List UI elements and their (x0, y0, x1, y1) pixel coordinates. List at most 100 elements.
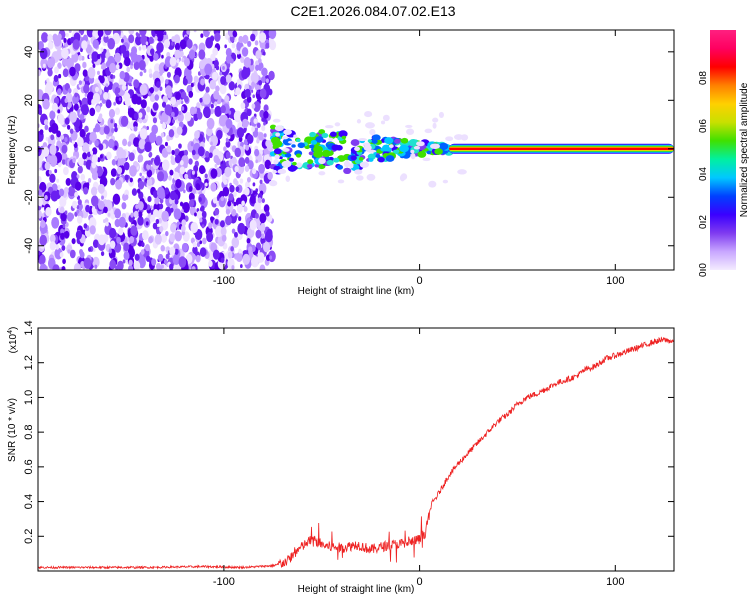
noise-blob (87, 177, 92, 183)
noise-blob (201, 224, 205, 229)
noise-blob (38, 205, 42, 211)
noise-blob (137, 201, 144, 211)
noise-blob (118, 97, 122, 102)
noise-blob (105, 221, 109, 227)
noise-blob (83, 186, 89, 195)
noise-blob (118, 227, 124, 236)
snr-x-ticks: -100 0 100 (213, 328, 624, 588)
noise-blob (237, 222, 246, 235)
noise-blob (67, 249, 71, 254)
noise-blob (98, 143, 104, 151)
noise-blob (46, 155, 53, 164)
noise-blob (253, 118, 258, 125)
signal-blob (338, 130, 348, 138)
haze-blob (445, 136, 454, 142)
noise-blob (88, 247, 92, 252)
snr-y-ticks: 0.2 0.4 0.6 0.8 1.0 1.2 1.4 (23, 320, 674, 544)
haze-blob (272, 118, 281, 123)
noise-blob (141, 175, 145, 181)
noise-blob (169, 246, 176, 256)
signal-blob (273, 148, 282, 155)
noise-blob (174, 42, 181, 51)
noise-blob (51, 216, 60, 229)
signal-blob (386, 148, 392, 152)
noise-blob (220, 196, 225, 202)
noise-blob (210, 216, 214, 222)
y-tick-label: -40 (23, 238, 35, 254)
noise-blob (199, 240, 203, 245)
signal-blob (336, 164, 344, 170)
noise-blob (252, 168, 257, 175)
noise-blob (91, 147, 98, 156)
noise-blob (54, 66, 59, 74)
noise-blob (107, 37, 116, 50)
haze-blob (416, 141, 425, 147)
noise-blob (225, 215, 232, 226)
noise-blob (209, 79, 217, 90)
noise-blob (267, 171, 273, 180)
signal-blob (278, 156, 283, 160)
signal-blob (313, 145, 323, 154)
noise-blob (65, 222, 69, 228)
noise-blob (110, 127, 115, 134)
noise-blob (80, 261, 85, 268)
haze-blob (364, 110, 373, 118)
noise-blob (77, 199, 82, 206)
noise-blob (127, 141, 132, 147)
noise-blob (42, 63, 46, 68)
haze-blob (422, 157, 431, 162)
noise-blob (154, 30, 159, 35)
noise-blob (168, 175, 172, 181)
noise-blob (228, 110, 232, 115)
noise-blob (196, 242, 201, 248)
spectrogram-frame (37, 29, 675, 271)
noise-blob (128, 265, 134, 270)
noise-blob (133, 126, 138, 132)
noise-blob (38, 69, 41, 77)
noise-blob (228, 193, 234, 201)
noise-blob (166, 145, 172, 153)
noise-blob (107, 138, 115, 149)
haze-blob (273, 159, 279, 165)
noise-blob (64, 117, 70, 125)
noise-blob (62, 258, 66, 265)
noise-blob (147, 160, 152, 166)
haze-blob (282, 148, 290, 152)
noise-blob (169, 56, 177, 67)
noise-blob (141, 230, 149, 241)
noise-blob (191, 149, 196, 156)
noise-blob (261, 198, 265, 204)
noise-blob (135, 35, 142, 46)
noise-blob (138, 211, 143, 218)
noise-blob (77, 157, 84, 167)
noise-blob (154, 63, 161, 73)
noise-blob (73, 103, 79, 111)
noise-blob (72, 157, 76, 164)
noise-blob (199, 247, 207, 257)
noise-blob (145, 244, 150, 252)
noise-blob (252, 94, 255, 99)
noise-blob (136, 188, 141, 194)
noise-blob (94, 86, 99, 93)
noise-blob (161, 159, 170, 171)
noise-blob (127, 107, 135, 118)
noise-blob (159, 203, 164, 210)
noise-blob (72, 39, 80, 50)
haze-blob (281, 160, 292, 168)
noise-blob (124, 174, 129, 181)
noise-blob (181, 106, 185, 111)
signal-blob (331, 144, 340, 151)
noise-blob (162, 95, 168, 104)
noise-blob (254, 148, 260, 157)
noise-blob (71, 238, 76, 245)
noise-blob (122, 138, 128, 147)
noise-blob (161, 101, 167, 108)
noise-blob (198, 60, 206, 70)
noise-blob (48, 170, 52, 175)
noise-blob (38, 210, 42, 219)
noise-blob (111, 159, 117, 166)
noise-blob (206, 231, 214, 243)
noise-blob (157, 253, 164, 262)
noise-blob (50, 134, 55, 141)
noise-blob (213, 60, 219, 68)
